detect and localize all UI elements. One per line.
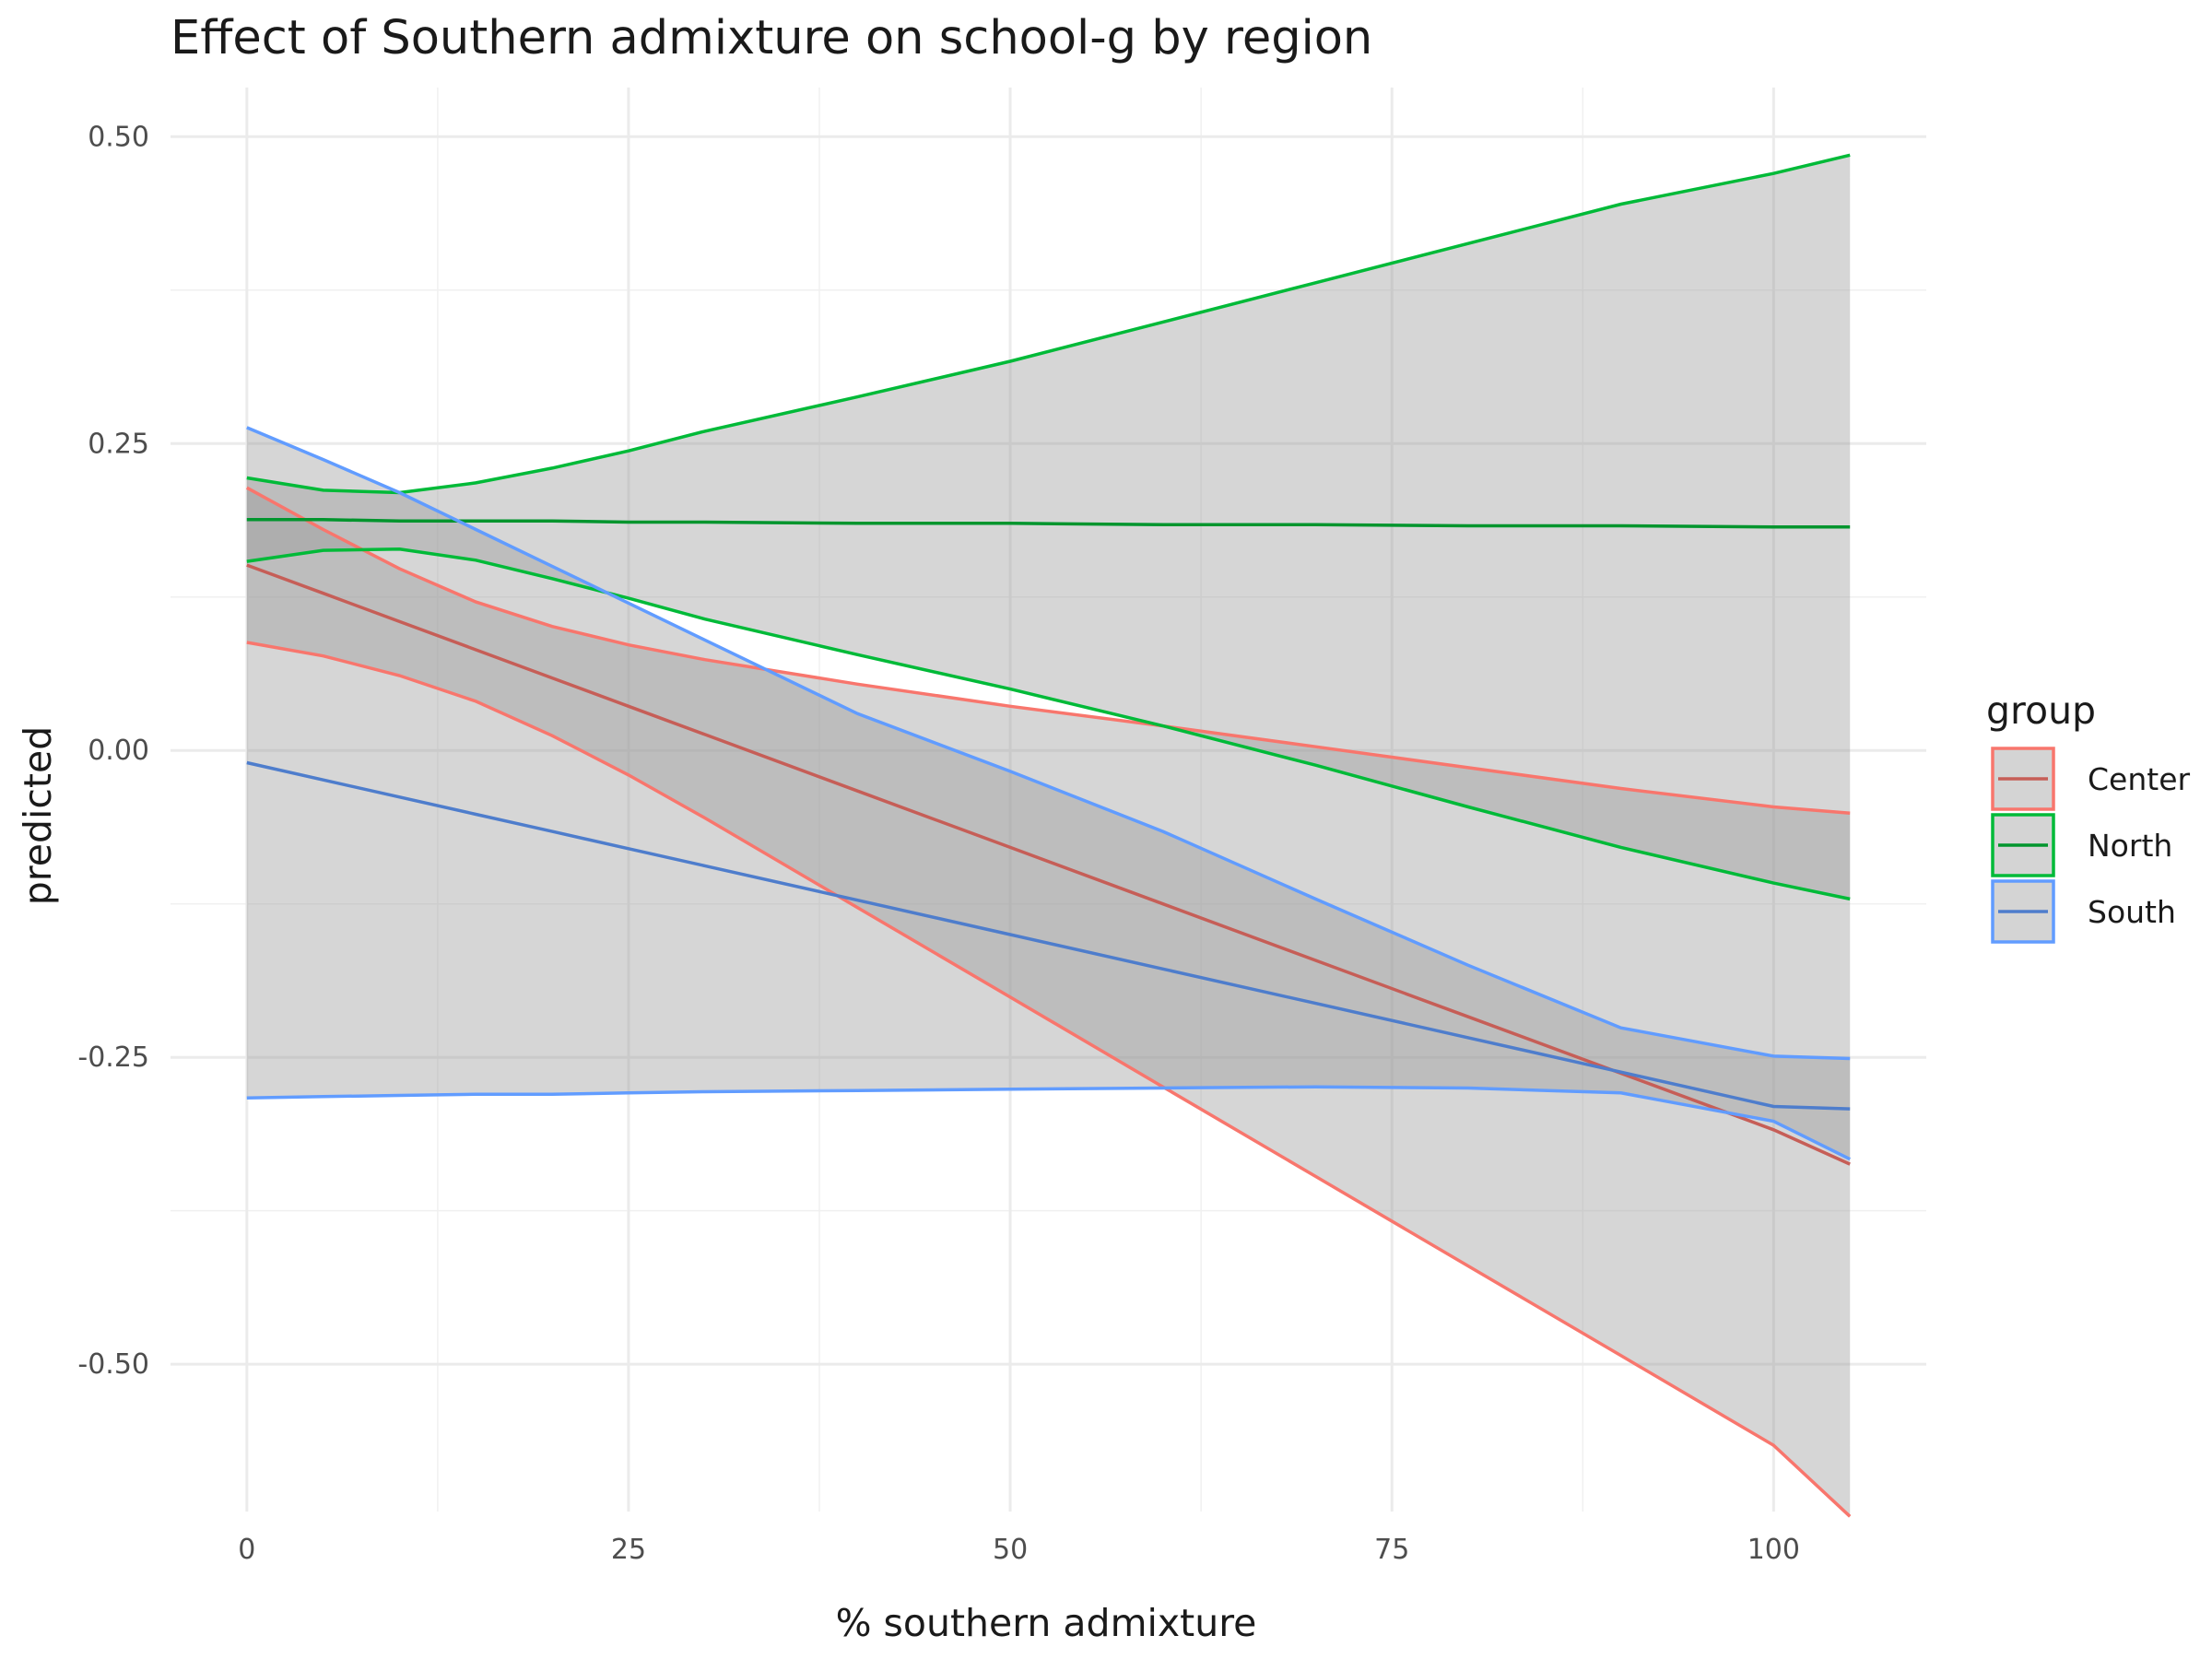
legend-label: South: [2088, 894, 2176, 930]
legend-item-south: South: [1991, 879, 2176, 944]
y-tick-label: -0.50: [77, 1348, 149, 1381]
x-tick-label: 75: [1374, 1534, 1409, 1566]
x-axis-title: % southern admixture: [836, 1601, 1257, 1645]
legend-label: North: [2088, 828, 2172, 864]
line-center-upper: [245, 486, 1851, 815]
line-center-fit: [246, 563, 1851, 1166]
y-tick-label: 0.50: [88, 121, 149, 153]
y-axis-ticks: 0.50 0.25 0.00 -0.25 -0.50: [77, 121, 149, 1381]
line-south-upper: [246, 426, 1851, 1061]
ribbon-center: [246, 488, 1851, 1517]
line-north-lower: [246, 547, 1851, 901]
legend-label: Center: [2088, 761, 2191, 797]
legend-title: group: [1986, 688, 2096, 733]
grid-minor: [171, 88, 1926, 1512]
series-lines: [245, 153, 1852, 1518]
line-south-lower: [246, 1085, 1851, 1161]
y-tick-label: 0.25: [88, 428, 149, 460]
line-center-lower: [246, 641, 1852, 1518]
line-north-fit: [246, 518, 1851, 529]
grid-major: [171, 88, 1926, 1512]
chart-title: Effect of Southern admixture on school-g…: [171, 11, 1372, 65]
y-tick-label: 0.00: [88, 735, 149, 767]
legend-items: Center North South: [1991, 747, 2191, 944]
line-south-fit: [246, 760, 1851, 1111]
y-tick-label: -0.25: [77, 1041, 149, 1074]
legend-item-north: North: [1991, 813, 2172, 877]
ribbon-south: [246, 427, 1851, 1159]
x-tick-label: 50: [993, 1534, 1028, 1566]
confidence-ribbons: [246, 155, 1851, 1517]
legend-item-center: Center: [1991, 747, 2191, 811]
line-north-upper: [246, 153, 1851, 495]
y-axis-title: predicted: [16, 726, 60, 906]
x-tick-label: 25: [611, 1534, 646, 1566]
x-tick-label: 100: [1747, 1534, 1800, 1566]
ribbon-north: [246, 155, 1851, 900]
legend: group Center North South: [1986, 688, 2191, 944]
x-tick-label: 0: [238, 1534, 255, 1566]
x-axis-ticks: 0 25 50 75 100: [238, 1534, 1800, 1566]
